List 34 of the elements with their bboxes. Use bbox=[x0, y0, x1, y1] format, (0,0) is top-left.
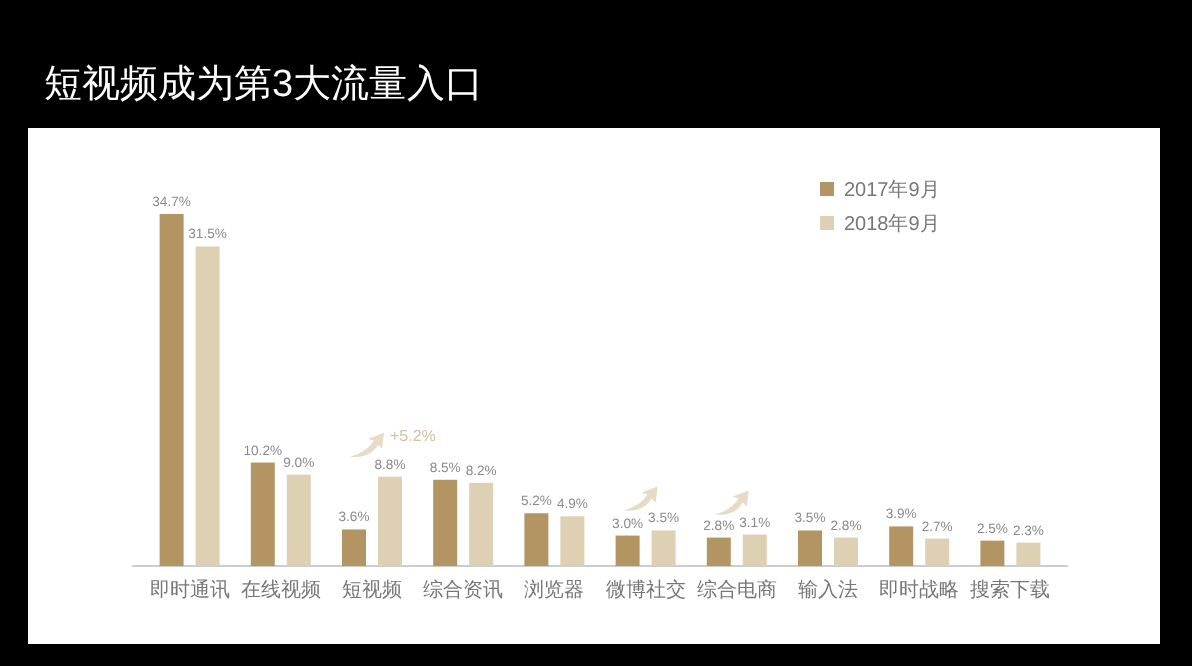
annotation: +5.2% bbox=[390, 426, 436, 445]
bar bbox=[834, 537, 858, 566]
bar bbox=[980, 540, 1005, 566]
x-tick-label: 输入法 bbox=[798, 578, 858, 602]
bar bbox=[433, 479, 458, 566]
bar bbox=[250, 462, 275, 566]
x-tick-label: 短视频 bbox=[342, 578, 402, 602]
bar bbox=[889, 526, 914, 566]
x-tick-label: 在线视频 bbox=[240, 578, 321, 602]
bar bbox=[342, 529, 366, 566]
bar bbox=[651, 530, 676, 566]
bar bbox=[560, 516, 585, 566]
bar bbox=[159, 214, 184, 566]
bar bbox=[798, 530, 822, 566]
chart-title: 短视频成为第3大流量入口 bbox=[44, 62, 484, 106]
bar bbox=[286, 474, 311, 566]
x-tick-label: 浏览器 bbox=[524, 578, 585, 602]
bar bbox=[524, 513, 549, 566]
bar bbox=[1016, 542, 1041, 566]
x-tick-label: 综合资讯 bbox=[423, 578, 504, 602]
bar bbox=[469, 482, 494, 566]
bar bbox=[742, 534, 767, 566]
x-tick-label: 即时通讯 bbox=[149, 578, 230, 602]
x-tick-label: 综合电商 bbox=[696, 578, 777, 602]
legend-label: 2018年9月 bbox=[844, 212, 940, 236]
x-tick-label: 搜索下载 bbox=[970, 578, 1051, 602]
bar bbox=[195, 246, 220, 566]
bar bbox=[706, 537, 731, 566]
x-tick-label: 微博社交 bbox=[605, 578, 686, 602]
x-tick-label: 即时战略 bbox=[879, 578, 960, 602]
bar bbox=[925, 538, 950, 566]
legend-label: 2017年9月 bbox=[844, 178, 940, 202]
bar bbox=[378, 476, 402, 566]
bar bbox=[615, 535, 640, 566]
